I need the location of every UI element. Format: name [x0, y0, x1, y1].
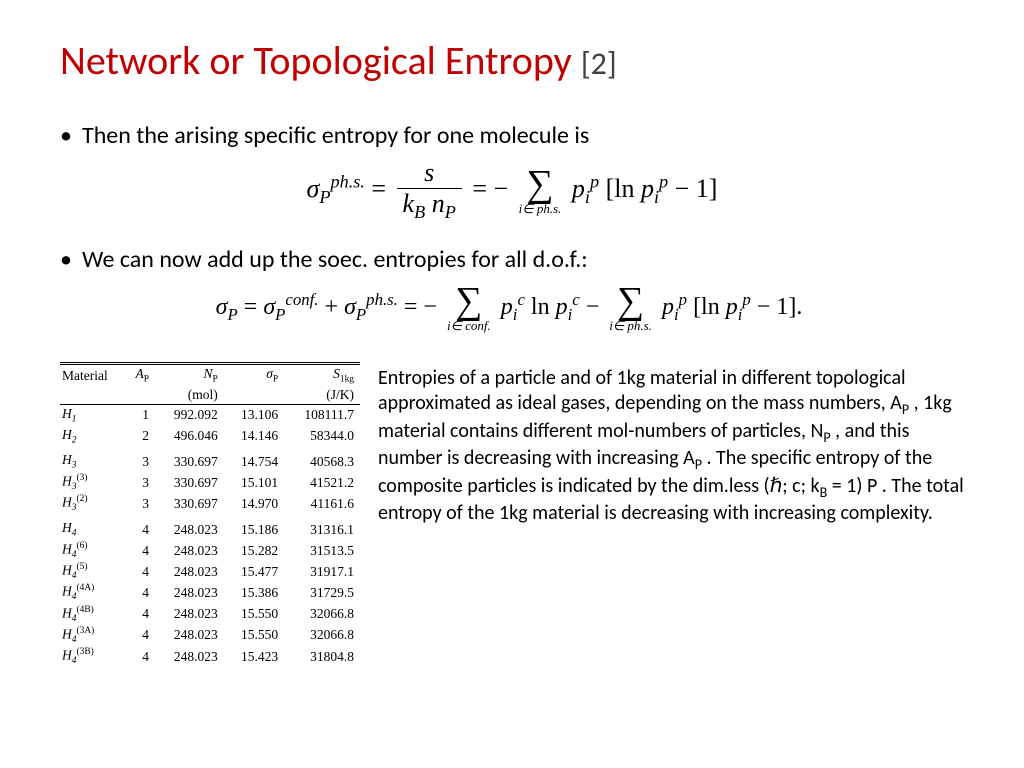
slide: Network or Topological Entropy [2] Then … [0, 0, 1024, 687]
equation-1: σPph.s. = s kB nP = − ∑i∈ ph.s. pip [ln … [60, 158, 964, 223]
bullet-list-2: We can now add up the soec. entropies fo… [60, 245, 964, 274]
table-header-row: Material AP NP σP S1kg [60, 364, 360, 386]
table-row: H4(6)4248.02315.28231513.5 [60, 540, 360, 561]
table-row: H33330.69714.75440568.3 [60, 446, 360, 472]
data-table: Material AP NP σP S1kg (mol) (J/K) H1199… [60, 362, 360, 667]
description-paragraph: Entropies of a particle and of 1kg mater… [378, 362, 964, 667]
table-row: H4(4A)4248.02315.38631729.5 [60, 582, 360, 603]
lower-section: Material AP NP σP S1kg (mol) (J/K) H1199… [60, 362, 964, 667]
table-row: H4(3B)4248.02315.42331804.8 [60, 646, 360, 667]
table-row: H3(2)3330.69714.97041161.6 [60, 493, 360, 514]
table-row: H4(5)4248.02315.47731917.1 [60, 561, 360, 582]
col-s1kg: S1kg [284, 364, 360, 386]
table-row: H44248.02315.18631316.1 [60, 514, 360, 540]
bullet-list: Then the arising specific entropy for on… [60, 121, 964, 150]
table-row: H4(3A)4248.02315.55032066.8 [60, 625, 360, 646]
col-material: Material [60, 364, 124, 386]
table-row: H4(4B)4248.02315.55032066.8 [60, 604, 360, 625]
bullet-2: We can now add up the soec. entropies fo… [82, 245, 964, 274]
table-units-row: (mol) (J/K) [60, 386, 360, 405]
unit-jk: (J/K) [284, 386, 360, 405]
table-row: H11992.09213.106108111.7 [60, 404, 360, 425]
table-row: H22496.04614.14658344.0 [60, 426, 360, 447]
col-sigma: σP [224, 364, 284, 386]
col-np: NP [155, 364, 224, 386]
col-ap: AP [124, 364, 155, 386]
unit-mol: (mol) [155, 386, 224, 405]
slide-title: Network or Topological Entropy [2] [60, 36, 964, 85]
table-row: H3(3)3330.69715.10141521.2 [60, 472, 360, 493]
title-main: Network or Topological Entropy [60, 36, 572, 85]
title-ref: [2] [581, 44, 617, 83]
equation-2: σP = σPconf. + σPph.s. = − ∑i∈ conf. pic… [60, 282, 964, 334]
bullet-1: Then the arising specific entropy for on… [82, 121, 964, 150]
data-table-wrap: Material AP NP σP S1kg (mol) (J/K) H1199… [60, 362, 360, 667]
